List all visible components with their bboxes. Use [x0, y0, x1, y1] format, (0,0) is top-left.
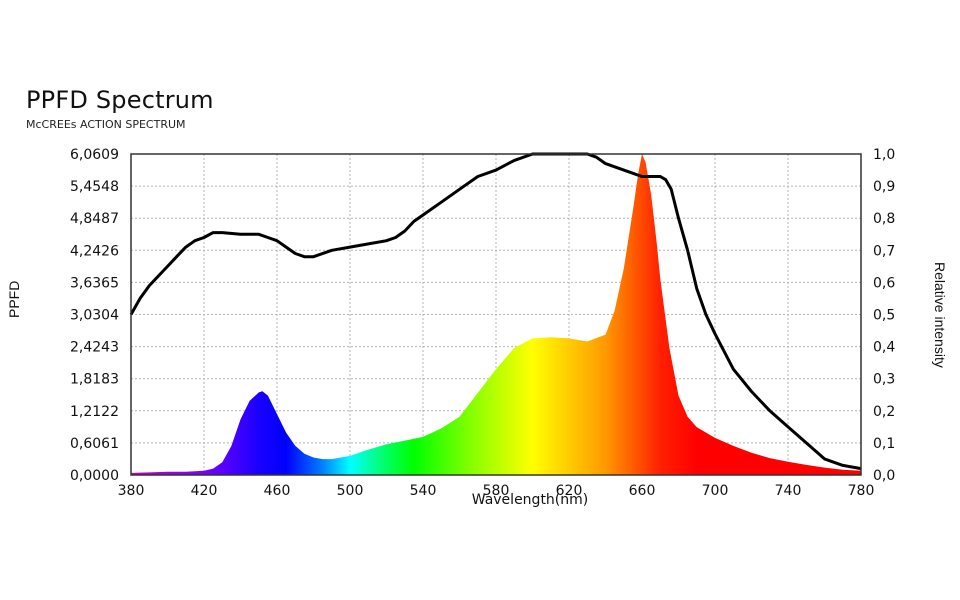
y-right-tick-label: 0,8 — [873, 211, 895, 227]
chart-title: PPFD Spectrum — [26, 86, 214, 114]
y-right-tick-label: 0,7 — [873, 243, 895, 259]
x-tick-label: 460 — [264, 483, 291, 499]
x-tick-label: 740 — [775, 483, 802, 499]
y-left-tick-label: 0,0000 — [70, 468, 119, 484]
y-axis-left-ticks: 0,0000 0,6061 1,2122 1,8183 2,4243 3,0304 3,63… — [70, 147, 119, 484]
y-right-tick-label: 0,2 — [873, 404, 895, 420]
y-left-tick-label: 6,0609 — [70, 147, 119, 163]
x-tick-label: 620 — [556, 483, 583, 499]
y-left-tick-label: 3,6365 — [70, 275, 119, 291]
y-right-tick-label: 0,6 — [873, 275, 895, 291]
y-axis-right-ticks: 0,0 0,1 0,2 0,3 0,4 0,5 0,6 0,7 0,8 0,9 1,0 — [873, 147, 895, 484]
plot-frame — [130, 153, 862, 476]
x-tick-label: 380 — [118, 483, 145, 499]
x-tick-label: 540 — [410, 483, 437, 499]
y-right-tick-label: 0,0 — [873, 468, 895, 484]
y-left-tick-label: 1,2122 — [70, 404, 119, 420]
x-tick-label: 780 — [848, 483, 875, 499]
x-axis-ticks: 380 420 460 500 540 580 620 660 700 740 780 — [118, 483, 875, 499]
chart-subtitle: McCREEs ACTION SPECTRUM — [26, 118, 186, 131]
y-left-tick-label: 0,6061 — [70, 436, 119, 452]
spectrum-area — [131, 154, 861, 475]
y-right-tick-label: 1,0 — [873, 147, 895, 163]
y-left-tick-label: 5,4548 — [70, 179, 119, 195]
x-tick-label: 700 — [702, 483, 729, 499]
y-left-tick-label: 3,0304 — [70, 308, 119, 324]
x-axis-label: Wavelength(nm) — [471, 492, 589, 508]
y-left-tick-label: 1,8183 — [70, 372, 119, 388]
x-tick-label: 660 — [629, 483, 656, 499]
y-left-tick-label: 2,4243 — [70, 340, 119, 356]
y-right-tick-label: 0,1 — [873, 436, 895, 452]
y-right-tick-label: 0,9 — [873, 179, 895, 195]
y-right-tick-label: 0,5 — [873, 308, 895, 324]
y-left-tick-label: 4,8487 — [70, 211, 119, 227]
x-tick-label: 500 — [337, 483, 364, 499]
action-spectrum-line — [129, 152, 862, 471]
x-tick-label: 420 — [191, 483, 218, 499]
y-right-tick-label: 0,4 — [873, 340, 895, 356]
y-left-tick-label: 4,2426 — [70, 243, 119, 259]
y-right-tick-label: 0,3 — [873, 372, 895, 388]
x-tick-label: 580 — [483, 483, 510, 499]
